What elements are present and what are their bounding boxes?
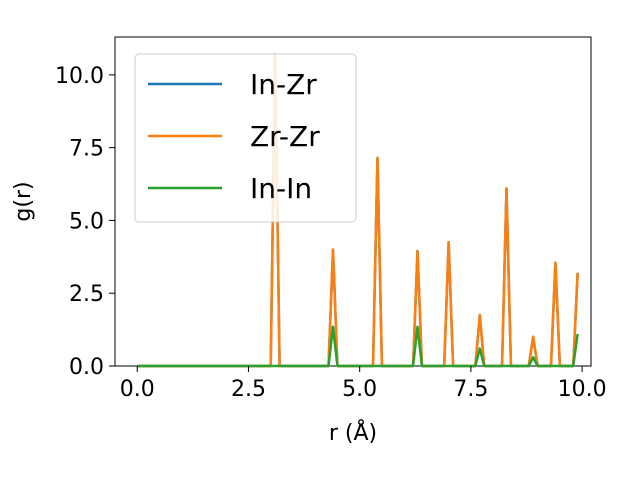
- y-tick-label: 10.0: [55, 64, 104, 89]
- legend-box: [134, 53, 357, 223]
- x-tick-label: 2.5: [231, 377, 266, 402]
- y-tick-label: 7.5: [69, 137, 104, 162]
- y-tick-label: 5.0: [69, 209, 104, 234]
- legend-label-3: In-In: [250, 172, 312, 205]
- x-axis-label: r (Å): [329, 419, 377, 446]
- x-tick-label: 7.5: [453, 377, 488, 402]
- x-tick-label: 10.0: [558, 377, 607, 402]
- y-tick-label: 2.5: [69, 282, 104, 307]
- y-axis-label: g(r): [11, 181, 36, 221]
- legend-label-2: Zr-Zr: [250, 120, 320, 153]
- axes-layer: 0.0 2.5 5.0 7.5 10.0 0.0 2.5 5.0 7.5 10.0: [55, 64, 607, 402]
- legend-label-1: In-Zr: [250, 68, 317, 101]
- x-tick-label: 5.0: [342, 377, 377, 402]
- series-layer: [137, 53, 579, 368]
- legend: In-Zr Zr-Zr In-In: [134, 53, 357, 223]
- y-tick-label: 0.0: [69, 355, 104, 380]
- x-tick-label: 0.0: [120, 377, 155, 402]
- series-line-3: [137, 325, 579, 368]
